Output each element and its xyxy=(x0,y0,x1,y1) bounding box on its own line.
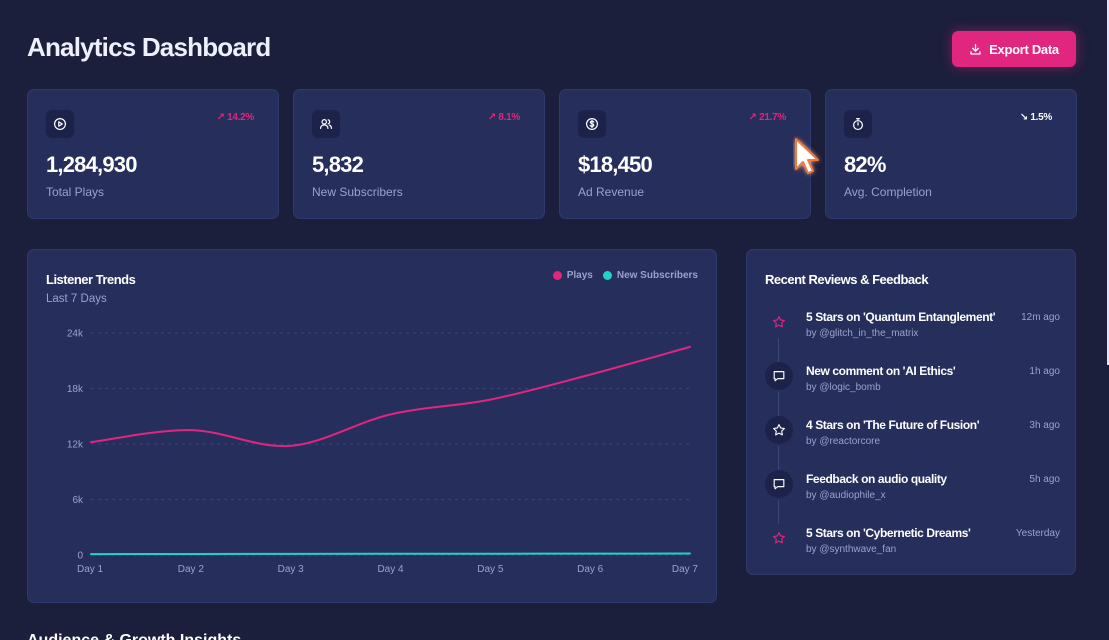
stat-value: 82% xyxy=(844,152,886,177)
play-circle-icon xyxy=(46,110,74,138)
review-time: 5h ago xyxy=(1029,474,1060,485)
x-tick-label: Day 2 xyxy=(178,564,205,575)
review-time: 3h ago xyxy=(1029,420,1060,431)
stat-label: New Subscribers xyxy=(312,185,403,199)
listener-trends-chart: 0 6k 12k 18k 24k Day 1 Day 2 Day 3 Day 4 Day 5 Day… xyxy=(67,329,699,576)
legend-item-new-subscribers[interactable]: New Subscribers xyxy=(602,270,698,281)
trend-up-icon: ↗ xyxy=(487,112,499,123)
scrollbar[interactable] xyxy=(1107,0,1109,365)
review-time: 1h ago xyxy=(1029,366,1060,377)
timeline-connector xyxy=(778,446,779,470)
listener-trends-panel: 0 6k 12k 18k 24k Day 1 Day 2 Day 3 Day 4 Day 5 Day… xyxy=(27,249,717,603)
dollar-circle-icon xyxy=(578,110,606,138)
star-icon xyxy=(765,416,793,444)
trend-up-icon: ↗ xyxy=(216,112,228,123)
export-data-button[interactable]: Export Data xyxy=(952,31,1076,67)
trend-down-icon: ↘ xyxy=(1019,112,1031,123)
stat-value: 5,832 xyxy=(312,152,364,177)
series-line-new-subscribers xyxy=(90,552,691,556)
y-tick-label: 24k xyxy=(67,329,84,340)
trend-up-icon: ↗ xyxy=(748,112,760,123)
timeline-connector xyxy=(778,500,779,524)
page-title: Analytics Dashboard xyxy=(27,32,271,62)
review-item[interactable]: 5 Stars on 'Quantum Entanglement' by @gli… xyxy=(765,308,1060,362)
review-title: New comment on 'AI Ethics' xyxy=(806,364,956,378)
stat-card-total-plays: ↗ 14.2% 1,284,930 Total Plays xyxy=(27,89,279,219)
star-icon xyxy=(765,308,793,336)
review-title: 4 Stars on 'The Future of Fusion' xyxy=(806,418,980,432)
stat-trend: ↗ 8.1% xyxy=(487,112,520,123)
legend-dot xyxy=(602,271,612,280)
review-title: 5 Stars on 'Quantum Entanglement' xyxy=(806,310,996,324)
review-title: Feedback on audio quality xyxy=(806,472,947,486)
x-tick-label: Day 5 xyxy=(477,564,504,575)
review-author: by @logic_bomb xyxy=(806,382,881,393)
y-tick-label: 0 xyxy=(77,551,83,562)
stat-trend: ↗ 21.7% xyxy=(748,112,787,123)
review-time: 12m ago xyxy=(1021,312,1060,323)
review-author: by @reactorcore xyxy=(806,436,881,447)
download-icon xyxy=(970,43,981,55)
y-tick-label: 6k xyxy=(72,495,84,506)
stat-card-ad-revenue: ↗ 21.7% $18,450 Ad Revenue xyxy=(559,89,811,219)
stat-label: Total Plays xyxy=(46,185,105,199)
review-title: 5 Stars on 'Cybernetic Dreams' xyxy=(806,526,971,540)
x-tick-label: Day 6 xyxy=(577,564,604,575)
review-author: by @audiophile_x xyxy=(806,490,886,501)
stopwatch-icon xyxy=(844,110,872,138)
mouse-cursor-icon xyxy=(795,138,819,174)
y-tick-label: 12k xyxy=(67,440,84,451)
recent-reviews-panel: Recent Reviews & Feedback 5 Stars on 'Qu… xyxy=(746,249,1076,575)
x-tick-label: Day 7 xyxy=(672,564,699,575)
timeline-connector xyxy=(778,392,779,416)
star-icon xyxy=(765,524,793,552)
review-time: Yesterday xyxy=(1015,528,1060,539)
stat-value: $18,450 xyxy=(578,152,653,177)
review-item[interactable]: Feedback on audio quality by @audiophile_… xyxy=(765,470,1060,524)
stat-trend: ↘ 1.5% xyxy=(1019,112,1052,123)
legend-item-plays[interactable]: Plays xyxy=(552,270,593,281)
stat-trend: ↗ 14.2% xyxy=(216,112,255,123)
review-item[interactable]: New comment on 'AI Ethics' by @logic_bomb… xyxy=(765,362,1060,416)
reviews-title: Recent Reviews & Feedback xyxy=(765,272,929,287)
review-item[interactable]: 4 Stars on 'The Future of Fusion' by @rea… xyxy=(765,416,1060,470)
chart-title: Listener Trends xyxy=(46,272,136,287)
review-list: 5 Stars on 'Quantum Entanglement' by @gli… xyxy=(765,308,1060,578)
series-line-plays xyxy=(90,345,691,448)
message-icon xyxy=(765,362,793,390)
legend-dot xyxy=(552,271,562,280)
audience-insights-heading: Audience & Growth Insights xyxy=(27,632,241,640)
stat-card-new-subscribers: ↗ 8.1% 5,832 New Subscribers xyxy=(293,89,545,219)
x-tick-label: Day 3 xyxy=(278,564,305,575)
users-icon xyxy=(312,110,340,138)
stat-card-avg-completion: ↘ 1.5% 82% Avg. Completion xyxy=(825,89,1077,219)
y-tick-label: 18k xyxy=(67,384,84,395)
review-author: by @glitch_in_the_matrix xyxy=(806,328,919,339)
timeline-connector xyxy=(778,338,779,362)
stat-label: Ad Revenue xyxy=(578,185,645,199)
x-tick-label: Day 4 xyxy=(377,564,404,575)
message-icon xyxy=(765,470,793,498)
chart-subtitle: Last 7 Days xyxy=(46,293,107,305)
stat-value: 1,284,930 xyxy=(46,152,137,177)
chart-legend: Plays New Subscribers xyxy=(552,270,698,281)
stat-label: Avg. Completion xyxy=(844,185,932,199)
export-data-label: Export Data xyxy=(989,41,1059,57)
review-item[interactable]: 5 Stars on 'Cybernetic Dreams' by @synthw… xyxy=(765,524,1060,578)
x-tick-label: Day 1 xyxy=(77,564,104,575)
review-author: by @synthwave_fan xyxy=(806,544,897,555)
